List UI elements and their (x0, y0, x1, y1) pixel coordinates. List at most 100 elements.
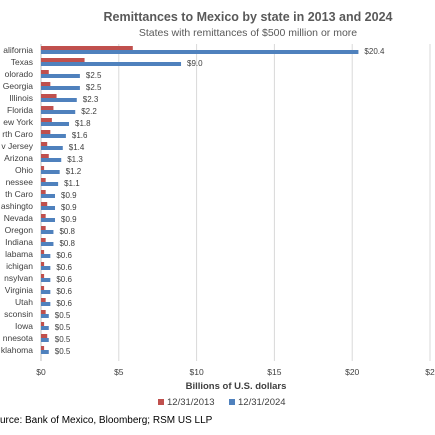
data-label: $2.5 (86, 83, 102, 92)
bar-2013 (41, 178, 46, 182)
category-label: nnesota (3, 333, 34, 343)
chart-title: Remittances to Mexico by state in 2013 a… (103, 10, 392, 24)
bar-2024 (41, 290, 51, 294)
category-label: Ohio (15, 165, 33, 175)
chart-subtitle: States with remittances of $500 million … (139, 27, 357, 39)
category-label: Indiana (5, 237, 33, 247)
data-label: $2.3 (83, 95, 99, 104)
bar-2024 (41, 74, 80, 78)
data-label: $0.5 (55, 335, 71, 344)
data-labels: $20.4 $9.0 $2.5 $2.5 $2.3 $2.2 $1.8 $1.6 $1.4 $1.… (55, 47, 385, 356)
bar-2013 (41, 106, 54, 110)
bar-2024 (41, 218, 56, 222)
category-label: Iowa (15, 321, 33, 331)
bar-2013 (41, 262, 45, 266)
data-label: $20.4 (364, 47, 385, 56)
category-label: Utah (15, 297, 33, 307)
category-label: v Jersey (1, 141, 33, 151)
bar-2013 (41, 70, 49, 74)
data-label: $9.0 (187, 59, 203, 68)
bar-2013 (41, 250, 45, 254)
x-tick-labels: $0 $5 $10 $15 $20 $2 (36, 367, 435, 377)
bar-2013 (41, 166, 45, 170)
bar-2013 (41, 118, 52, 122)
bar-2013 (41, 58, 85, 62)
bar-2024 (41, 86, 80, 90)
x-axis-label: Billions of U.S. dollars (186, 381, 287, 392)
bars (41, 46, 359, 354)
bar-2024 (41, 242, 54, 246)
bar-2024 (41, 278, 51, 282)
bar-2013 (41, 346, 45, 350)
bar-2024 (41, 314, 49, 318)
data-label: $0.6 (56, 251, 72, 260)
bar-2024 (41, 170, 60, 174)
data-label: $0.6 (56, 275, 72, 284)
data-label: $2.2 (81, 107, 97, 116)
data-label: $0.6 (56, 287, 72, 296)
bar-2024 (41, 62, 182, 66)
data-label: $2.5 (86, 71, 102, 80)
bar-2024 (41, 230, 54, 234)
x-tick-label: $15 (267, 367, 281, 377)
legend-label-2024: 12/31/2024 (238, 397, 286, 408)
bar-2024 (41, 338, 49, 342)
category-label: ew York (3, 117, 34, 127)
x-tick-label: $20 (345, 367, 359, 377)
category-label: olorado (5, 69, 34, 79)
bar-2024 (41, 254, 51, 258)
bar-2013 (41, 322, 45, 326)
source-note: urce: Bank of Mexico, Bloomberg; RSM US … (0, 415, 213, 426)
category-label: Illinois (9, 93, 33, 103)
bar-2013 (41, 238, 46, 242)
category-label: Virginia (5, 285, 33, 295)
category-label: rth Caro (2, 129, 33, 139)
bar-2013 (41, 274, 45, 278)
bar-2013 (41, 94, 57, 98)
data-label: $0.6 (56, 263, 72, 272)
x-tick-label: $5 (114, 367, 124, 377)
data-label: $1.8 (75, 119, 91, 128)
category-labels: alifornia Texas olorado Georgia Illinois Flor… (1, 45, 34, 355)
legend-swatch-2024 (229, 399, 235, 405)
bar-2013 (41, 286, 45, 290)
bar-2024 (41, 266, 51, 270)
category-label: Texas (11, 57, 33, 67)
bar-2013 (41, 130, 51, 134)
bar-2024 (41, 146, 63, 150)
data-label: $0.8 (59, 239, 75, 248)
bar-2013 (41, 190, 46, 194)
data-label: $1.3 (67, 155, 83, 164)
category-label: ichigan (6, 261, 33, 271)
category-label: Florida (7, 105, 33, 115)
bar-2013 (41, 334, 48, 338)
bar-2013 (41, 310, 46, 314)
x-tick-label: $2 (425, 367, 435, 377)
data-label: $0.8 (59, 227, 75, 236)
bar-2013 (41, 202, 48, 206)
bar-2024 (41, 194, 56, 198)
x-tick-label: $0 (36, 367, 46, 377)
category-label: ashingto (1, 201, 33, 211)
bar-2013 (41, 46, 133, 50)
data-label: $0.5 (55, 323, 71, 332)
bar-2024 (41, 326, 49, 330)
category-label: Nevada (4, 213, 34, 223)
category-label: alifornia (3, 45, 33, 55)
bar-2024 (41, 50, 359, 54)
data-label: $0.5 (55, 311, 71, 320)
bar-2024 (41, 182, 59, 186)
category-label: Oregon (5, 225, 34, 235)
bar-2013 (41, 214, 46, 218)
x-tick-label: $10 (190, 367, 204, 377)
bar-2024 (41, 302, 51, 306)
legend: 12/31/2013 12/31/2024 (158, 397, 286, 408)
category-label: labama (5, 249, 33, 259)
category-label: nessee (6, 177, 34, 187)
bar-2024 (41, 158, 62, 162)
data-label: $0.5 (55, 347, 71, 356)
bar-2013 (41, 142, 48, 146)
bar-2024 (41, 134, 66, 138)
category-label: th Caro (5, 189, 33, 199)
